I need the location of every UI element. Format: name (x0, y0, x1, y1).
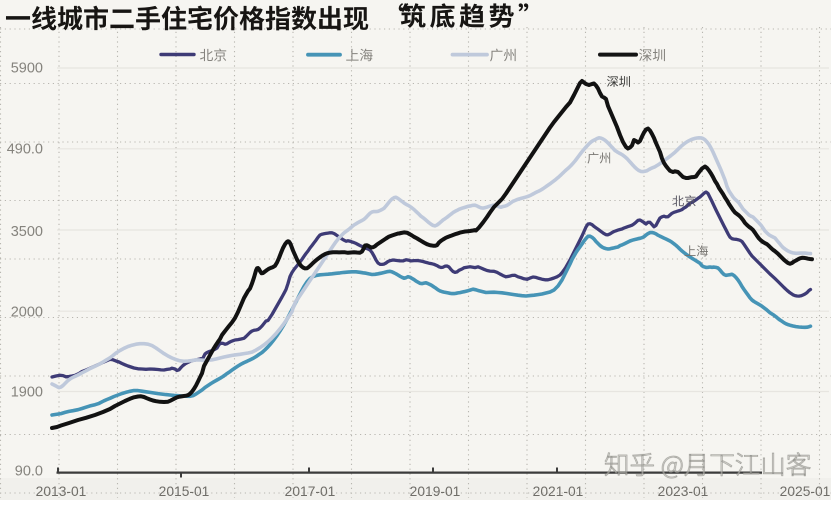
svg-text:490.0: 490.0 (7, 142, 43, 158)
svg-text:3500: 3500 (11, 224, 43, 240)
svg-text:2021-01: 2021-01 (533, 484, 584, 499)
svg-text:5900: 5900 (11, 61, 43, 77)
svg-text:2000: 2000 (11, 304, 43, 320)
svg-text:2019-01: 2019-01 (410, 484, 461, 499)
svg-text:2025-01: 2025-01 (780, 484, 831, 499)
svg-text:2023-01: 2023-01 (658, 484, 709, 499)
svg-text:2015-01: 2015-01 (159, 484, 210, 499)
svg-text:1900: 1900 (11, 384, 43, 400)
svg-text:2013-01: 2013-01 (36, 484, 87, 499)
svg-text:90.0: 90.0 (15, 464, 43, 480)
svg-text:2017-01: 2017-01 (285, 484, 336, 499)
